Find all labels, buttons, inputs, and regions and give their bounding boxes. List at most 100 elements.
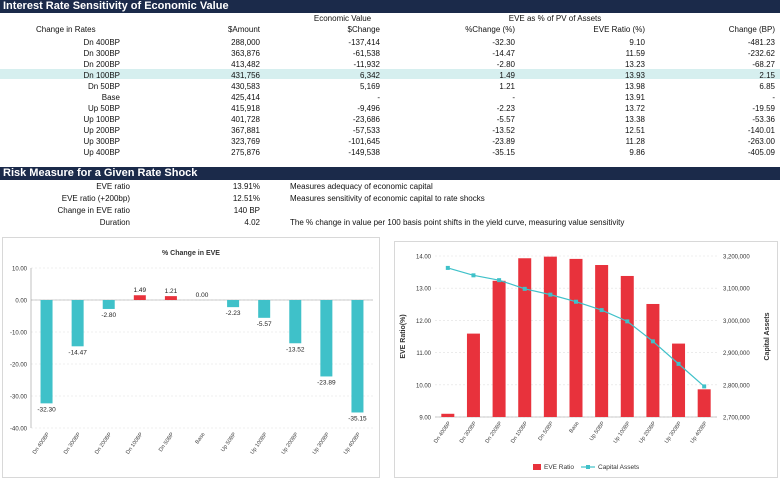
chart2-y2tick: 2,800,000 bbox=[723, 383, 750, 389]
row-6-pct-change: -2.23 bbox=[440, 104, 515, 114]
row-0-change: -137,414 bbox=[320, 38, 380, 48]
chart1-xtick-8: Up 200BP bbox=[281, 431, 300, 455]
row-2-change: -11,932 bbox=[320, 60, 380, 70]
chart1-xtick-9: Up 300BP bbox=[312, 431, 331, 455]
row-2-eve-ratio: 13.23 bbox=[560, 60, 645, 70]
row-1-pct-change: -14.47 bbox=[440, 49, 515, 59]
row-0-change-bp: -481.23 bbox=[700, 38, 775, 48]
chart2-y2tick: 2,700,000 bbox=[723, 416, 750, 422]
chart1-data-label-6: -2.23 bbox=[226, 310, 241, 317]
chart1-data-label-3: 1.49 bbox=[133, 287, 146, 294]
row-2-amount: 413,482 bbox=[200, 60, 260, 70]
chart1-xtick-7: Up 100BP bbox=[250, 431, 269, 455]
row-7-change: -23,686 bbox=[320, 115, 380, 125]
chart1-xtick-6: Up 50BP bbox=[220, 431, 238, 453]
chart1-data-label-2: -2.80 bbox=[101, 312, 116, 319]
row-10-eve-ratio: 9.86 bbox=[560, 148, 645, 158]
row-6-rate-change: Up 50BP bbox=[40, 104, 120, 114]
risk-desc-3: The % change in value per 100 basis poin… bbox=[290, 218, 624, 228]
row-1-rate-change: Dn 300BP bbox=[40, 49, 120, 59]
chart1-ytick: -30.00 bbox=[10, 395, 28, 401]
row-0-eve-ratio: 9.10 bbox=[560, 38, 645, 48]
chart2-eve-bar-0 bbox=[441, 414, 454, 417]
row-5-amount: 425,414 bbox=[200, 93, 260, 103]
row-0-amount: 288,000 bbox=[200, 38, 260, 48]
chart2-xtick-8: Up 200BP bbox=[638, 420, 657, 444]
col-header-change-bp: Change (BP) bbox=[700, 25, 775, 35]
row-9-rate-change: Up 300BP bbox=[40, 137, 120, 147]
row-7-eve-ratio: 13.38 bbox=[560, 115, 645, 125]
chart2-xtick-1: Dn 300BP bbox=[459, 420, 478, 444]
chart1-bar-2 bbox=[103, 300, 115, 309]
chart2-y2-axis-label: Capital Assets bbox=[764, 312, 771, 360]
chart2-eve-bar-1 bbox=[467, 334, 480, 417]
chart1-title: % Change in EVE bbox=[162, 250, 220, 257]
chart2-eve-bar-10 bbox=[698, 389, 711, 417]
chart1-data-label-5: 0.00 bbox=[196, 292, 209, 299]
row-2-rate-change: Dn 200BP bbox=[40, 60, 120, 70]
chart2-eve-bar-2 bbox=[493, 281, 506, 417]
row-7-amount: 401,728 bbox=[200, 115, 260, 125]
col-header-amount: $Amount bbox=[200, 25, 260, 35]
row-8-eve-ratio: 12.51 bbox=[560, 126, 645, 136]
chart2-ytick: 9.00 bbox=[419, 416, 431, 422]
chart2-ytick: 14.00 bbox=[416, 255, 432, 261]
chart2-eve-bar-6 bbox=[595, 265, 608, 417]
chart2-xtick-2: Dn 200BP bbox=[484, 420, 503, 444]
row-6-amount: 415,918 bbox=[200, 104, 260, 114]
row-10-change-bp: -405.09 bbox=[700, 148, 775, 158]
economic-value-group-header: Economic Value bbox=[300, 14, 385, 24]
row-4-pct-change: 1.21 bbox=[440, 82, 515, 92]
chart1-xtick-5: Base bbox=[195, 432, 207, 446]
chart2-xtick-5: Base bbox=[569, 421, 581, 435]
chart1-ytick: -40.00 bbox=[10, 427, 28, 433]
chart1-data-label-10: -35.15 bbox=[348, 415, 367, 422]
risk-desc-1: Measures sensitivity of economic capital… bbox=[290, 194, 485, 204]
risk-desc-0: Measures adequacy of economic capital bbox=[290, 182, 433, 192]
chart1-xtick-3: Dn 100BP bbox=[125, 431, 144, 455]
row-3-rate-change: Dn 100BP bbox=[40, 71, 120, 81]
row-5-change-bp: - bbox=[700, 93, 775, 103]
pct-change-eve-chart: % Change in EVE 10.00 0.00 -10.00 -20.00 -30.… bbox=[2, 237, 380, 478]
row-8-pct-change: -13.52 bbox=[440, 126, 515, 136]
row-2-pct-change: -2.80 bbox=[440, 60, 515, 70]
chart1-data-label-7: -5.57 bbox=[257, 321, 272, 328]
chart1-bar-8 bbox=[289, 300, 301, 343]
chart1-data-label-1: -14.47 bbox=[68, 349, 87, 356]
row-3-change-bp: 2.15 bbox=[700, 71, 775, 81]
row-4-rate-change: Dn 50BP bbox=[40, 82, 120, 92]
row-7-pct-change: -5.57 bbox=[440, 115, 515, 125]
row-9-change-bp: -263.00 bbox=[700, 137, 775, 147]
row-10-pct-change: -35.15 bbox=[440, 148, 515, 158]
chart2-ytick: 10.00 bbox=[416, 383, 432, 389]
chart1-ytick: -10.00 bbox=[10, 331, 28, 337]
chart1-ytick: 10.00 bbox=[12, 267, 28, 273]
chart1-bar-7 bbox=[258, 300, 270, 318]
row-4-change-bp: 6.85 bbox=[700, 82, 775, 92]
row-7-change-bp: -53.36 bbox=[700, 115, 775, 125]
risk-label-3: Duration bbox=[20, 218, 130, 228]
chart2-eve-bar-5 bbox=[570, 259, 583, 417]
chart2-ytick: 11.00 bbox=[416, 351, 431, 357]
row-1-change-bp: -232.62 bbox=[700, 49, 775, 59]
sensitivity-section-title: Interest Rate Sensitivity of Economic Va… bbox=[0, 0, 780, 13]
risk-measure-section-title: Risk Measure for a Given Rate Shock bbox=[0, 167, 780, 180]
row-3-eve-ratio: 13.93 bbox=[560, 71, 645, 81]
chart1-bar-0 bbox=[41, 300, 53, 403]
chart1-data-label-9: -23.89 bbox=[317, 379, 336, 386]
col-header-change-in-rates: Change in Rates bbox=[36, 25, 96, 35]
chart2-legend-eve-label: EVE Ratio bbox=[544, 464, 574, 471]
row-7-rate-change: Up 100BP bbox=[40, 115, 120, 125]
chart1-ytick: -20.00 bbox=[10, 363, 28, 369]
chart2-capital-point-6 bbox=[600, 308, 604, 312]
chart1-bar-3 bbox=[134, 295, 146, 300]
chart1-ytick: 0.00 bbox=[15, 299, 27, 305]
chart2-capital-point-1 bbox=[471, 273, 475, 277]
row-6-eve-ratio: 13.72 bbox=[560, 104, 645, 114]
chart1-xtick-2: Dn 200BP bbox=[94, 431, 113, 455]
row-9-pct-change: -23.89 bbox=[440, 137, 515, 147]
col-header-pct-change: %Change (%) bbox=[440, 25, 515, 35]
row-10-change: -149,538 bbox=[320, 148, 380, 158]
chart2-ytick: 12.00 bbox=[416, 319, 432, 325]
chart2-xtick-0: Dn 400BP bbox=[433, 420, 452, 444]
